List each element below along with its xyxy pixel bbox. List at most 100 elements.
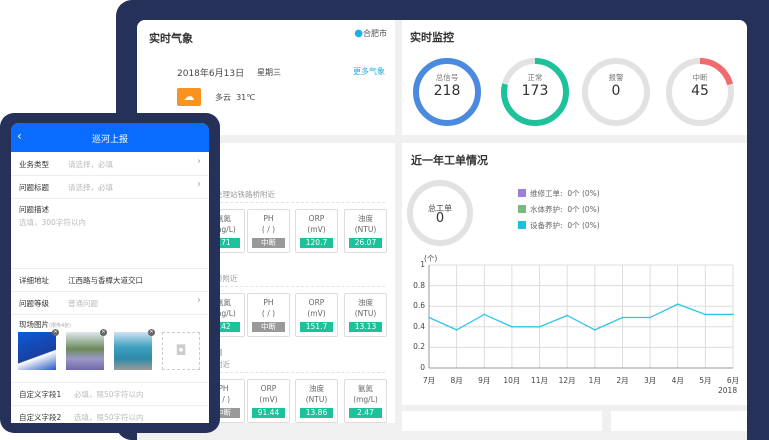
- sensor-value: 26.07: [349, 238, 382, 248]
- station-title: 处理站铁路桥附近: [215, 190, 275, 199]
- x-tick-label: 5月: [699, 376, 712, 385]
- y-tick-label: 0: [420, 363, 425, 372]
- data-point: [704, 313, 707, 316]
- legend-item: 水体养护: 0个 (0%): [518, 204, 600, 215]
- year-label: 2018: [718, 386, 738, 395]
- photo-thumbnail[interactable]: ×: [66, 329, 107, 370]
- legend-swatch: [518, 189, 526, 197]
- x-tick-label: 3月: [643, 376, 657, 385]
- phone-title: 巡河上报: [91, 135, 128, 145]
- total-workorder-value: 0: [435, 211, 445, 226]
- add-photo-camera-icon[interactable]: ◘: [162, 332, 200, 370]
- station-title: 桥附近: [215, 274, 238, 283]
- sensor-value: ..71: [207, 238, 240, 248]
- data-point: [566, 314, 568, 317]
- divider: [215, 286, 385, 287]
- field-issue-title[interactable]: 问题标题 请选择，必填 ›: [11, 176, 209, 199]
- sensor-tile[interactable]: ORP (mV) 151.7: [295, 293, 338, 337]
- weather-title: 实时气象: [149, 32, 193, 45]
- field-custom-1[interactable]: 自定义字段1 必填，限50字符以内: [11, 383, 209, 406]
- partly-cloudy-icon: ☁: [177, 88, 201, 106]
- workorder-title: 近一年工单情况: [411, 154, 488, 167]
- legend-item: 设备养护: 0个 (0%): [518, 220, 600, 231]
- chevron-left-icon[interactable]: ‹: [17, 129, 22, 143]
- sensor-tile[interactable]: 氨氮 (mg/L) 2.47: [344, 379, 387, 423]
- chevron-right-icon: ›: [197, 156, 201, 167]
- y-tick-label: 0.4: [413, 321, 425, 331]
- sensor-value: 151.7: [300, 322, 333, 332]
- sensor-value: 中断: [207, 408, 240, 418]
- monitor-title: 实时监控: [410, 31, 454, 44]
- y-tick-label: 1: [420, 260, 425, 269]
- y-tick-label: 0.8: [413, 280, 425, 290]
- sensor-value: 13.86: [300, 408, 333, 418]
- more-weather-link[interactable]: 更多气象: [353, 67, 385, 76]
- ring-value: 0: [611, 83, 621, 99]
- x-tick-label: 7月: [422, 376, 436, 385]
- data-point: [538, 326, 541, 328]
- x-tick-label: 2月: [616, 376, 629, 385]
- monitor-rings: [413, 58, 734, 126]
- ring-value: 218: [433, 83, 461, 99]
- remove-icon: ×: [148, 329, 155, 336]
- temperature: 31℃: [236, 93, 256, 102]
- field-address[interactable]: 详细地址 江西路与香樟大道交口: [11, 269, 209, 292]
- sensor-tile[interactable]: ORP (mV) 120.7: [295, 209, 338, 253]
- photo-thumbnail[interactable]: ×: [18, 329, 59, 370]
- sensor-value: 91.44: [252, 408, 285, 418]
- x-tick-label: 8月: [450, 376, 463, 385]
- sensor-tile[interactable]: PH( / ) 中断: [247, 209, 290, 253]
- sensor-value: ..42: [207, 322, 240, 332]
- data-point: [649, 316, 651, 319]
- ring-value: 45: [691, 83, 709, 99]
- ring-arc: [413, 58, 481, 126]
- x-tick-label: 6月: [726, 376, 740, 385]
- sensor-tile[interactable]: 浊度 (NTU) 13.86: [295, 379, 338, 423]
- weather-condition: 多云 31℃: [215, 93, 256, 102]
- bottom-card-right: [611, 411, 747, 431]
- sensor-value: 120.7: [300, 238, 333, 248]
- data-point: [621, 316, 624, 319]
- total-workorder-label: 总工单: [428, 204, 452, 213]
- legend-swatch: [518, 205, 526, 213]
- weather-date: 2018年6月13日: [177, 69, 245, 79]
- ring-label: 正常: [527, 73, 543, 82]
- chevron-right-icon: ›: [197, 179, 201, 190]
- ring-label: 总信号: [435, 73, 459, 82]
- data-point: [676, 303, 679, 305]
- patrol-report-screen: ‹ 巡河上报 业务类型 请选择，必填 › 问题标题 请选择，必填 › 问题描述 选填，30…: [11, 123, 209, 423]
- legend-item: 维修工单: 0个 (0%): [518, 188, 600, 199]
- photo-thumbnail[interactable]: ×: [114, 329, 155, 370]
- ring-arc: [501, 58, 569, 126]
- sensor-tile[interactable]: ORP (mV) 91.44: [247, 379, 290, 423]
- field-level[interactable]: 问题等级 普通问题 ›: [11, 292, 209, 315]
- x-tick-label: 12月: [558, 376, 576, 385]
- workorder-chart: [407, 180, 734, 369]
- x-tick-label: 1月: [588, 376, 601, 385]
- ring-label: 中断: [692, 73, 708, 82]
- data-point: [483, 313, 486, 316]
- city-selector[interactable]: ●合肥市: [354, 28, 387, 39]
- field-custom-2[interactable]: 自定义字段2 选填，限50字符以内: [19, 413, 144, 422]
- bottom-card-left: [402, 411, 602, 431]
- monitor-card: 实时监控 总信号 218 正常 173 报警 0 中断 45: [402, 20, 747, 135]
- sensor-tile[interactable]: 浊度 (NTU) 13.13: [344, 293, 387, 337]
- data-point: [428, 316, 430, 319]
- sensor-tile[interactable]: 浊度 (NTU) 26.07: [344, 209, 387, 253]
- field-description[interactable]: 问题描述 选填，300字符以内: [11, 199, 209, 269]
- chevron-right-icon: ›: [197, 295, 201, 306]
- data-point: [455, 329, 458, 331]
- divider: [215, 372, 385, 373]
- y-axis-unit: (个): [424, 254, 438, 263]
- remove-icon: ×: [52, 329, 59, 336]
- data-point: [732, 313, 734, 316]
- field-business-type[interactable]: 业务类型 请选择，必填 ›: [11, 152, 209, 176]
- total-ring: [407, 180, 473, 246]
- divider: [215, 202, 385, 203]
- location-pin-icon: ●: [354, 28, 363, 39]
- sensor-value: 中断: [252, 238, 285, 248]
- sensor-tile[interactable]: PH( / ) 中断: [247, 293, 290, 337]
- tablet-bezel-right: [748, 20, 769, 420]
- series-line: [428, 303, 733, 331]
- y-tick-label: 0.2: [413, 342, 425, 352]
